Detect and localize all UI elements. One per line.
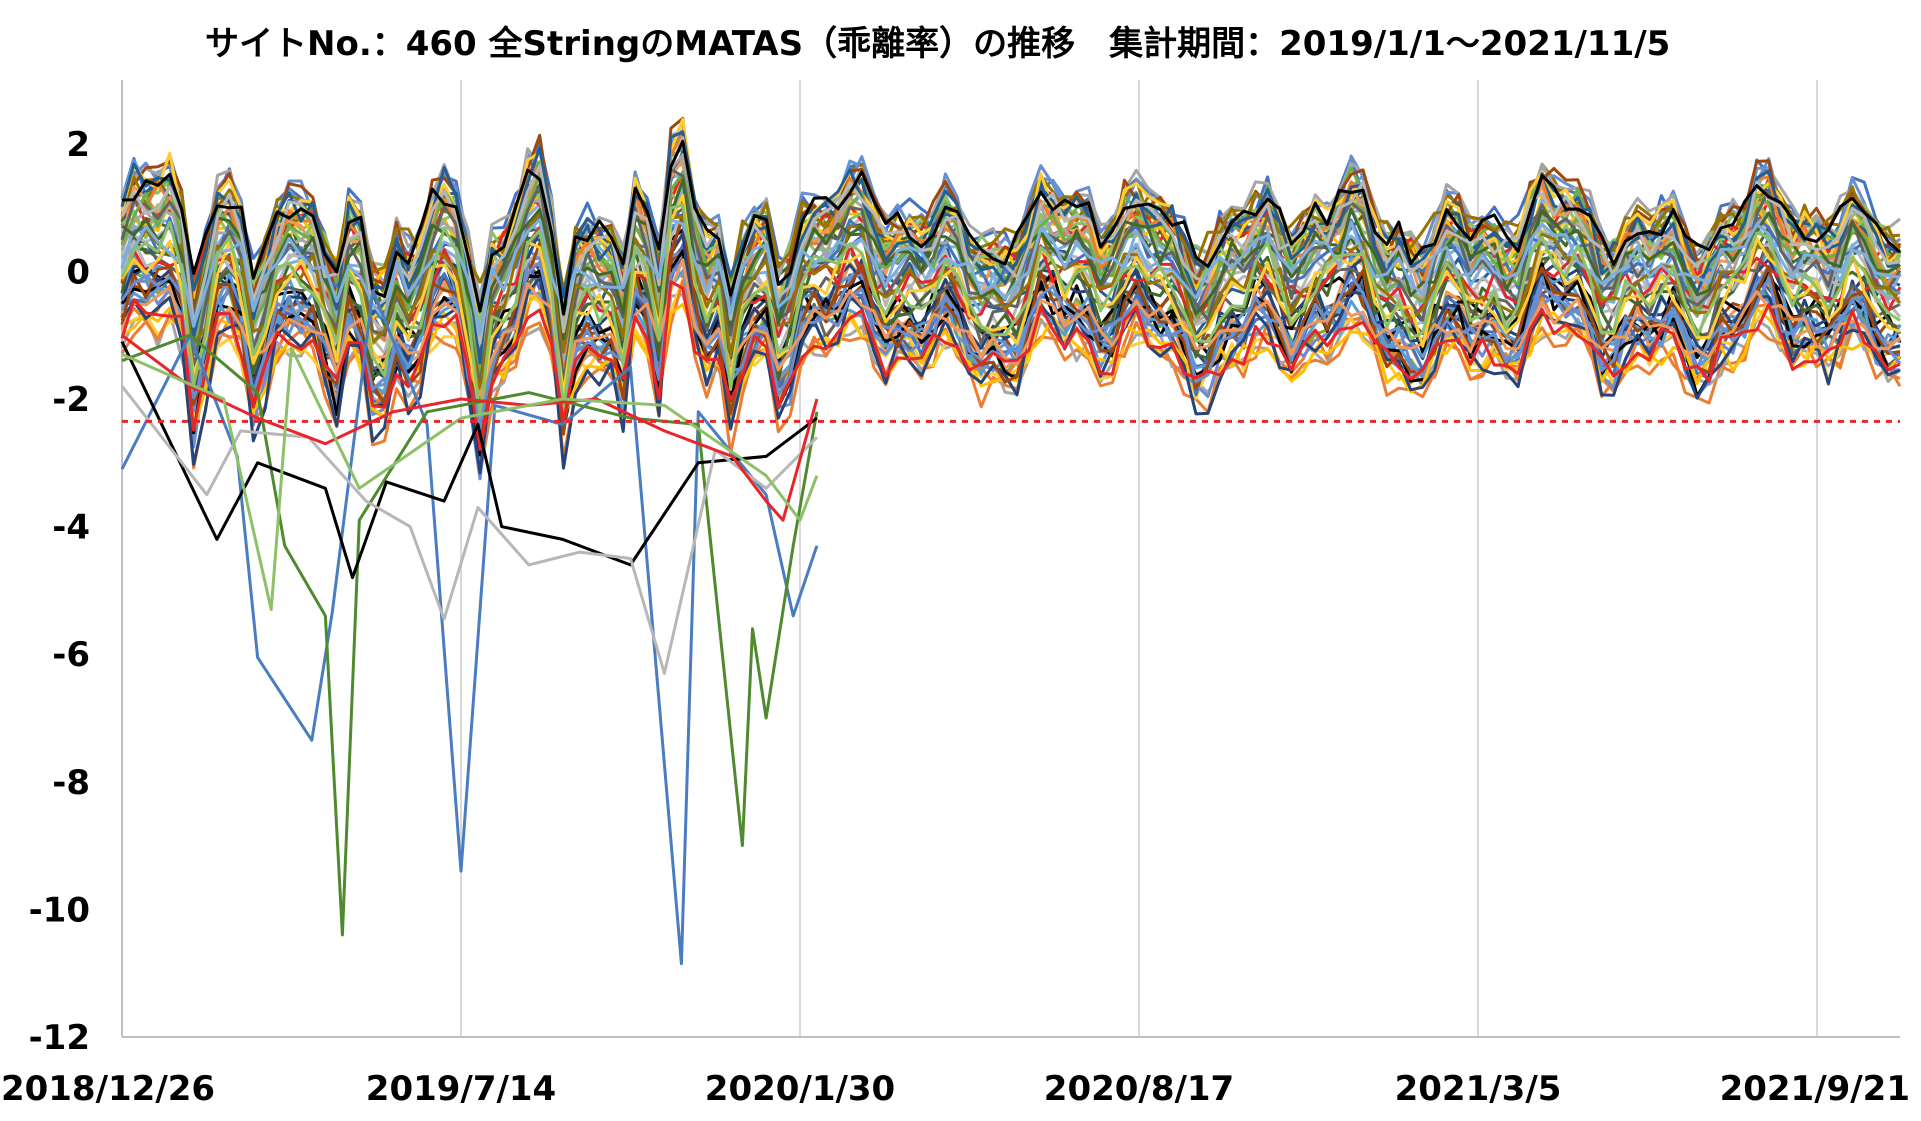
string-series-line bbox=[120, 280, 1901, 451]
y-tick-label: -12 bbox=[29, 1018, 90, 1058]
x-tick-label: 2020/8/17 bbox=[1044, 1069, 1234, 1109]
y-tick-labels: 2 0 -2 -4 -6 -8 -10 -12 bbox=[29, 125, 90, 1058]
x-tick-label: 2021/3/5 bbox=[1395, 1069, 1562, 1109]
x-tick-label: 2018/12/26 bbox=[1, 1069, 215, 1109]
string-series-line bbox=[120, 153, 1901, 390]
string-series-line bbox=[120, 136, 1901, 345]
series-group bbox=[120, 116, 1902, 481]
highlighted-series-line bbox=[120, 289, 819, 966]
x-tick-labels: 2018/12/26 2019/7/14 2020/1/30 2020/8/17 202… bbox=[1, 1069, 1910, 1109]
y-tick-label: 2 bbox=[66, 125, 90, 165]
highlighted-series-line bbox=[121, 346, 819, 611]
x-tick-label: 2019/7/14 bbox=[366, 1069, 556, 1109]
string-series-line bbox=[120, 203, 1901, 417]
highlighted-series-line bbox=[120, 340, 818, 580]
y-tick-label: -10 bbox=[29, 890, 90, 930]
y-tick-label: -4 bbox=[52, 508, 90, 548]
y-tick-label: 0 bbox=[66, 252, 90, 292]
y-tick-label: -2 bbox=[52, 380, 90, 420]
y-tick-label: -6 bbox=[52, 635, 90, 675]
x-tick-label: 2021/9/21 bbox=[1720, 1069, 1910, 1109]
highlighted-series-line bbox=[120, 385, 818, 675]
string-series-line bbox=[120, 269, 1901, 432]
string-series-line bbox=[121, 139, 1902, 316]
y-tick-label: -8 bbox=[52, 763, 90, 803]
string-series-line bbox=[120, 210, 1902, 396]
chart-title: サイトNo.：460 全StringのMATAS（乖離率）の推移 集計期間：20… bbox=[205, 24, 1670, 64]
highlighted-series-group bbox=[120, 289, 819, 966]
x-tick-label: 2020/1/30 bbox=[705, 1069, 895, 1109]
string-series-line bbox=[121, 218, 1901, 336]
string-series-line bbox=[120, 259, 1902, 428]
string-series-line bbox=[120, 168, 1902, 387]
string-series-line bbox=[120, 150, 1901, 313]
